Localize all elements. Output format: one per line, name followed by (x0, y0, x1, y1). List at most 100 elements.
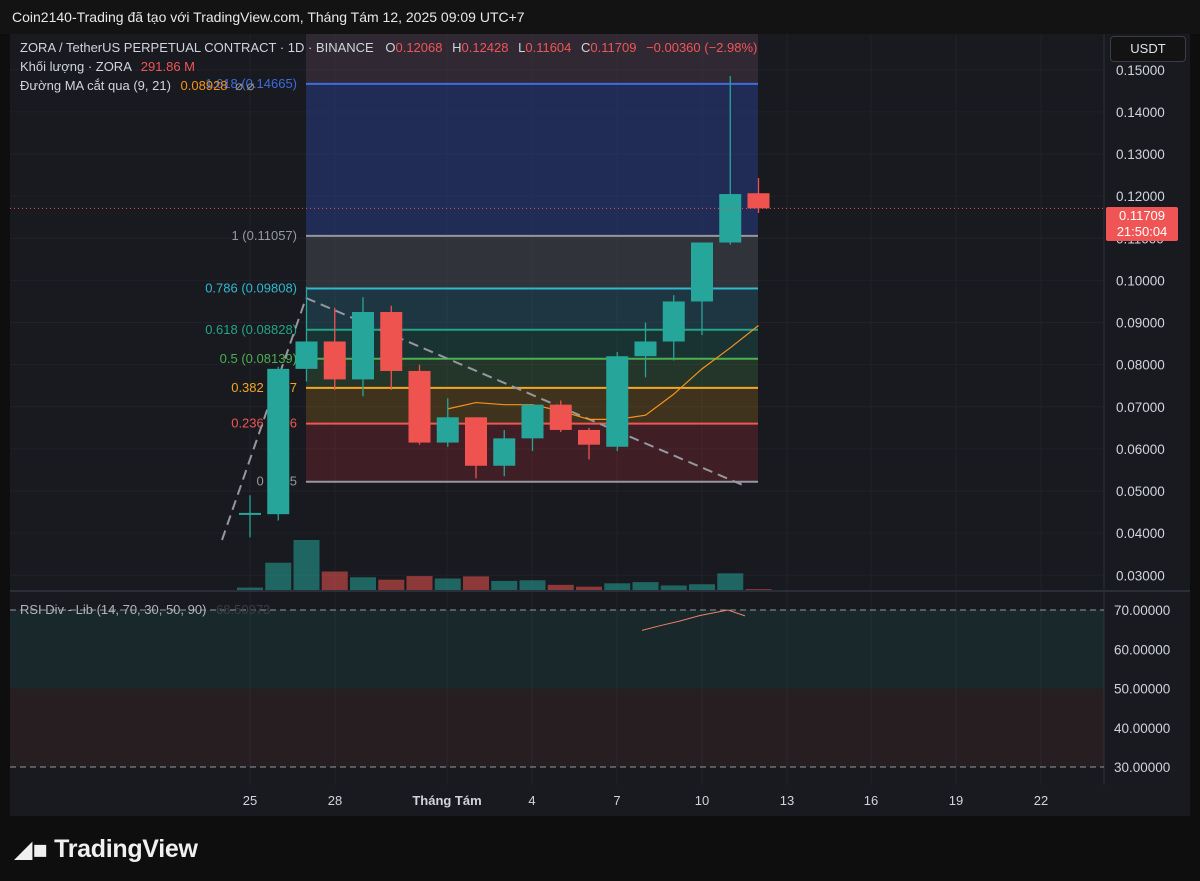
price-tick-label: 0.13000 (1116, 147, 1165, 162)
rsi-label: RSI Div - Lib (14, 70, 30, 50, 90) (20, 602, 207, 617)
volume-bar (378, 579, 405, 590)
fib-zone (306, 34, 758, 84)
tradingview-brand: TradingView (54, 835, 198, 863)
window-title: Coin2140-Trading đã tạo với TradingView.… (12, 9, 525, 25)
fib-level-label: 0.5 (0.08139) (220, 351, 297, 366)
candle-body (465, 417, 487, 466)
last-price-value: 0.11709 (1118, 208, 1166, 223)
currency-button[interactable]: USDT (1110, 36, 1186, 62)
candle-body (352, 312, 374, 380)
candle-body (691, 242, 713, 302)
rsi-line (641, 609, 746, 631)
volume-bar (434, 578, 461, 590)
fib-level-label: 1 (0.11057) (231, 228, 297, 243)
time-tick-label: 22 (1034, 793, 1048, 808)
volume-bar (689, 584, 715, 590)
last-price-badge: 0.11709 21:50:04 (1106, 207, 1178, 241)
candle-body (549, 404, 572, 430)
candle-body (747, 193, 770, 209)
candle-body (436, 417, 459, 443)
trend-line-up (221, 297, 307, 541)
legend-high: 0.12428 (461, 40, 509, 55)
time-tick-label: 7 (613, 793, 620, 808)
candle-body (719, 194, 742, 243)
volume-bar (237, 587, 263, 590)
legend-low: 0.11604 (525, 40, 572, 55)
footer (0, 816, 1200, 881)
time-tick-label: 28 (328, 793, 342, 808)
volume-bar (632, 582, 659, 590)
fib-level-label: 1.618 (0.14665) (205, 76, 297, 91)
tradingview-logo[interactable]: ◢▪ TradingView (14, 835, 198, 864)
price-tick-label: 0.04000 (1116, 526, 1165, 541)
volume-label: Khối lượng · ZORA (20, 59, 132, 74)
ma-label: Đường MA cắt qua (9, 21) (20, 78, 171, 93)
legend-h-label: H (452, 40, 462, 55)
price-tick-label: 0.12000 (1116, 189, 1165, 204)
volume-bar (519, 580, 546, 590)
volume-bar (604, 583, 631, 590)
ma-value: 0.08928 (180, 78, 228, 93)
price-tick-label: 0.15000 (1116, 63, 1165, 78)
rsi-zone-upper (10, 610, 1104, 689)
volume-bar (660, 585, 687, 590)
candle-body (239, 512, 261, 515)
candle-body (662, 301, 685, 342)
legend-l-label: L (518, 40, 526, 55)
price-tick-label: 0.08000 (1116, 358, 1165, 373)
price-tick-label: 0.09000 (1116, 316, 1165, 331)
rsi-value: 68.50973 (216, 602, 271, 617)
candle-body (408, 370, 431, 443)
rsi-tick-label: 50.00000 (1114, 682, 1170, 697)
fib-level-label: 0.618 (0.08828) (205, 322, 297, 337)
ma-eye-icons[interactable]: ⌀ ⌀ (235, 78, 255, 93)
candle-body (606, 356, 629, 447)
price-tick-label: 0.05000 (1116, 484, 1165, 499)
top-bar: Coin2140-Trading đã tạo với TradingView.… (0, 0, 1200, 34)
legend-change: −0.00360 (−2.98%) (646, 40, 758, 55)
time-tick-label: 19 (949, 793, 963, 808)
legend-ohlc: ZORA / TetherUS PERPETUAL CONTRACT · 1D … (20, 40, 757, 55)
time-tick-label: 4 (528, 793, 535, 808)
rsi-tick-label: 30.00000 (1114, 760, 1170, 775)
volume-bar (491, 580, 518, 590)
last-price-countdown: 21:50:04 (1116, 224, 1168, 239)
volume-bar (350, 577, 376, 590)
time-tick-label: 10 (695, 793, 709, 808)
ma-line (447, 325, 759, 421)
time-tick-label: 25 (243, 793, 257, 808)
fib-zone (306, 83, 758, 236)
legend-symbol: ZORA / TetherUS PERPETUAL CONTRACT · 1D … (20, 40, 374, 55)
rsi-legend: RSI Div - Lib (14, 70, 30, 50, 90) 68.50… (20, 602, 270, 617)
volume-bar (745, 589, 772, 590)
volume-bar (576, 586, 602, 590)
volume-bar (265, 562, 292, 590)
legend-o-label: O (385, 40, 396, 55)
time-tick-label: Tháng Tám (412, 793, 481, 808)
time-tick-label: 13 (780, 793, 794, 808)
legend-close: 0.11709 (590, 40, 637, 55)
volume-bar (717, 573, 744, 590)
candle-body (267, 368, 290, 515)
legend-c-label: C (581, 40, 591, 55)
tradingview-logo-icon: ◢▪ (14, 835, 49, 863)
rsi-zone-lower (10, 688, 1104, 767)
candle-body (634, 341, 657, 357)
volume-value: 291.86 M (140, 59, 195, 74)
volume-bar (293, 540, 320, 590)
candle-body (578, 429, 600, 445)
legend-volume: Khối lượng · ZORA 291.86 M (20, 59, 195, 74)
price-tick-label: 0.07000 (1116, 400, 1165, 415)
fib-zone (306, 235, 758, 289)
candle-body (521, 404, 544, 439)
volume-bar (406, 576, 433, 590)
legend-ma: Đường MA cắt qua (9, 21) 0.08928 ⌀ ⌀ (20, 78, 254, 94)
volume-bar (463, 576, 489, 590)
price-tick-label: 0.10000 (1116, 273, 1165, 288)
volume-bar (547, 584, 574, 590)
price-tick-label: 0.06000 (1116, 442, 1165, 457)
volume-bar (321, 571, 348, 590)
fib-level-label: 0.786 (0.09808) (205, 280, 297, 295)
rsi-tick-label: 60.00000 (1114, 642, 1170, 657)
